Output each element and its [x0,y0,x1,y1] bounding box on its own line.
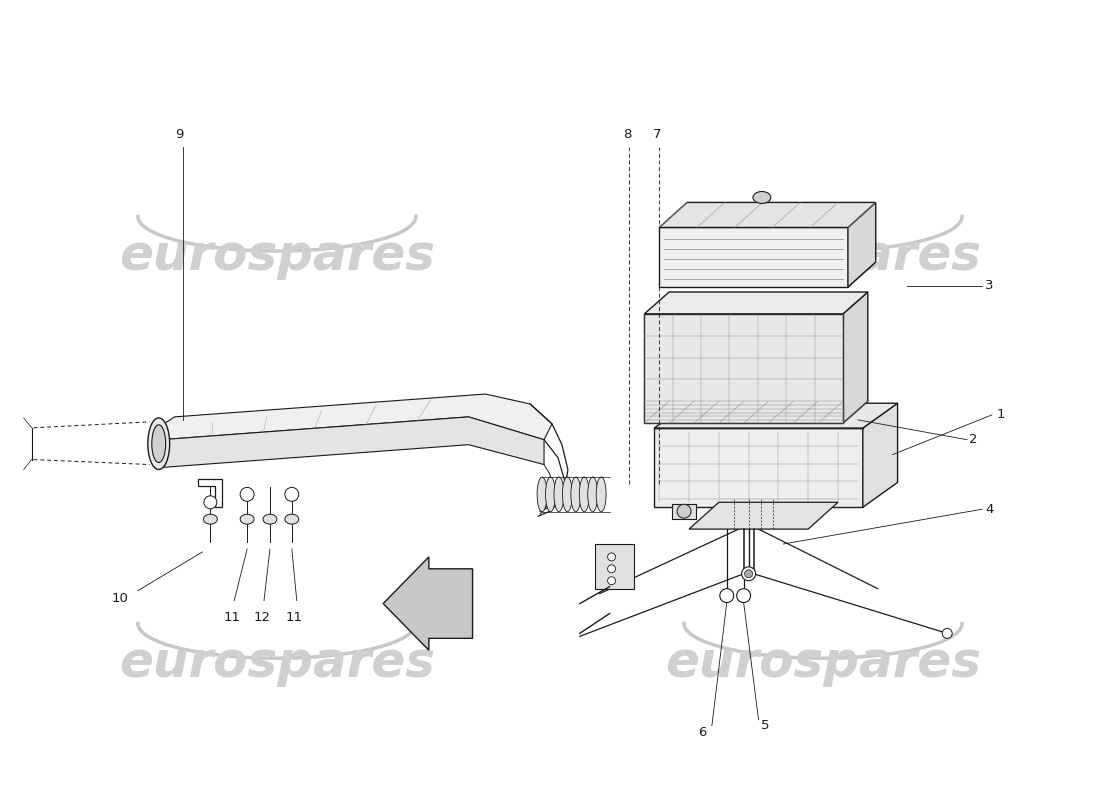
Text: 12: 12 [253,610,271,623]
Circle shape [745,570,752,578]
Ellipse shape [152,425,166,462]
Text: 4: 4 [984,502,993,516]
Circle shape [607,565,616,573]
Circle shape [741,567,756,581]
Polygon shape [645,402,868,423]
Polygon shape [862,403,898,507]
Text: eurospares: eurospares [119,639,435,687]
Polygon shape [689,502,838,529]
Text: 10: 10 [111,592,128,605]
Text: 9: 9 [175,128,184,142]
Ellipse shape [754,191,771,203]
Text: 11: 11 [223,610,241,623]
Ellipse shape [554,477,564,512]
Text: 6: 6 [697,726,706,739]
Polygon shape [659,262,876,287]
Ellipse shape [240,514,254,524]
Circle shape [719,589,734,602]
Polygon shape [659,227,848,287]
Circle shape [607,577,616,585]
Polygon shape [848,202,876,287]
Ellipse shape [580,477,590,512]
Polygon shape [645,314,843,423]
Circle shape [204,496,217,509]
Ellipse shape [263,514,277,524]
Text: eurospares: eurospares [119,232,435,280]
Text: 5: 5 [760,719,769,732]
Text: 1: 1 [997,408,1005,422]
Circle shape [607,553,616,561]
Ellipse shape [571,477,581,512]
Polygon shape [383,557,473,650]
Polygon shape [157,394,552,440]
Polygon shape [157,417,544,467]
Ellipse shape [285,514,299,524]
Polygon shape [672,504,696,519]
Circle shape [737,589,750,602]
Polygon shape [654,428,862,507]
Ellipse shape [596,477,606,512]
Circle shape [285,487,299,502]
Ellipse shape [546,477,556,512]
Text: 3: 3 [984,279,993,292]
Text: eurospares: eurospares [666,639,981,687]
Polygon shape [659,202,876,227]
Polygon shape [843,292,868,423]
Circle shape [678,504,691,518]
Text: eurospares: eurospares [666,232,981,280]
Text: 2: 2 [969,434,978,446]
Ellipse shape [562,477,572,512]
Ellipse shape [587,477,597,512]
Ellipse shape [204,514,218,524]
Text: 11: 11 [285,610,303,623]
Ellipse shape [147,418,169,470]
Polygon shape [654,403,898,428]
Polygon shape [595,544,635,589]
Circle shape [943,629,953,638]
Ellipse shape [537,477,547,512]
Polygon shape [645,292,868,314]
Text: 8: 8 [624,128,631,142]
Text: 7: 7 [653,128,661,142]
Circle shape [240,487,254,502]
